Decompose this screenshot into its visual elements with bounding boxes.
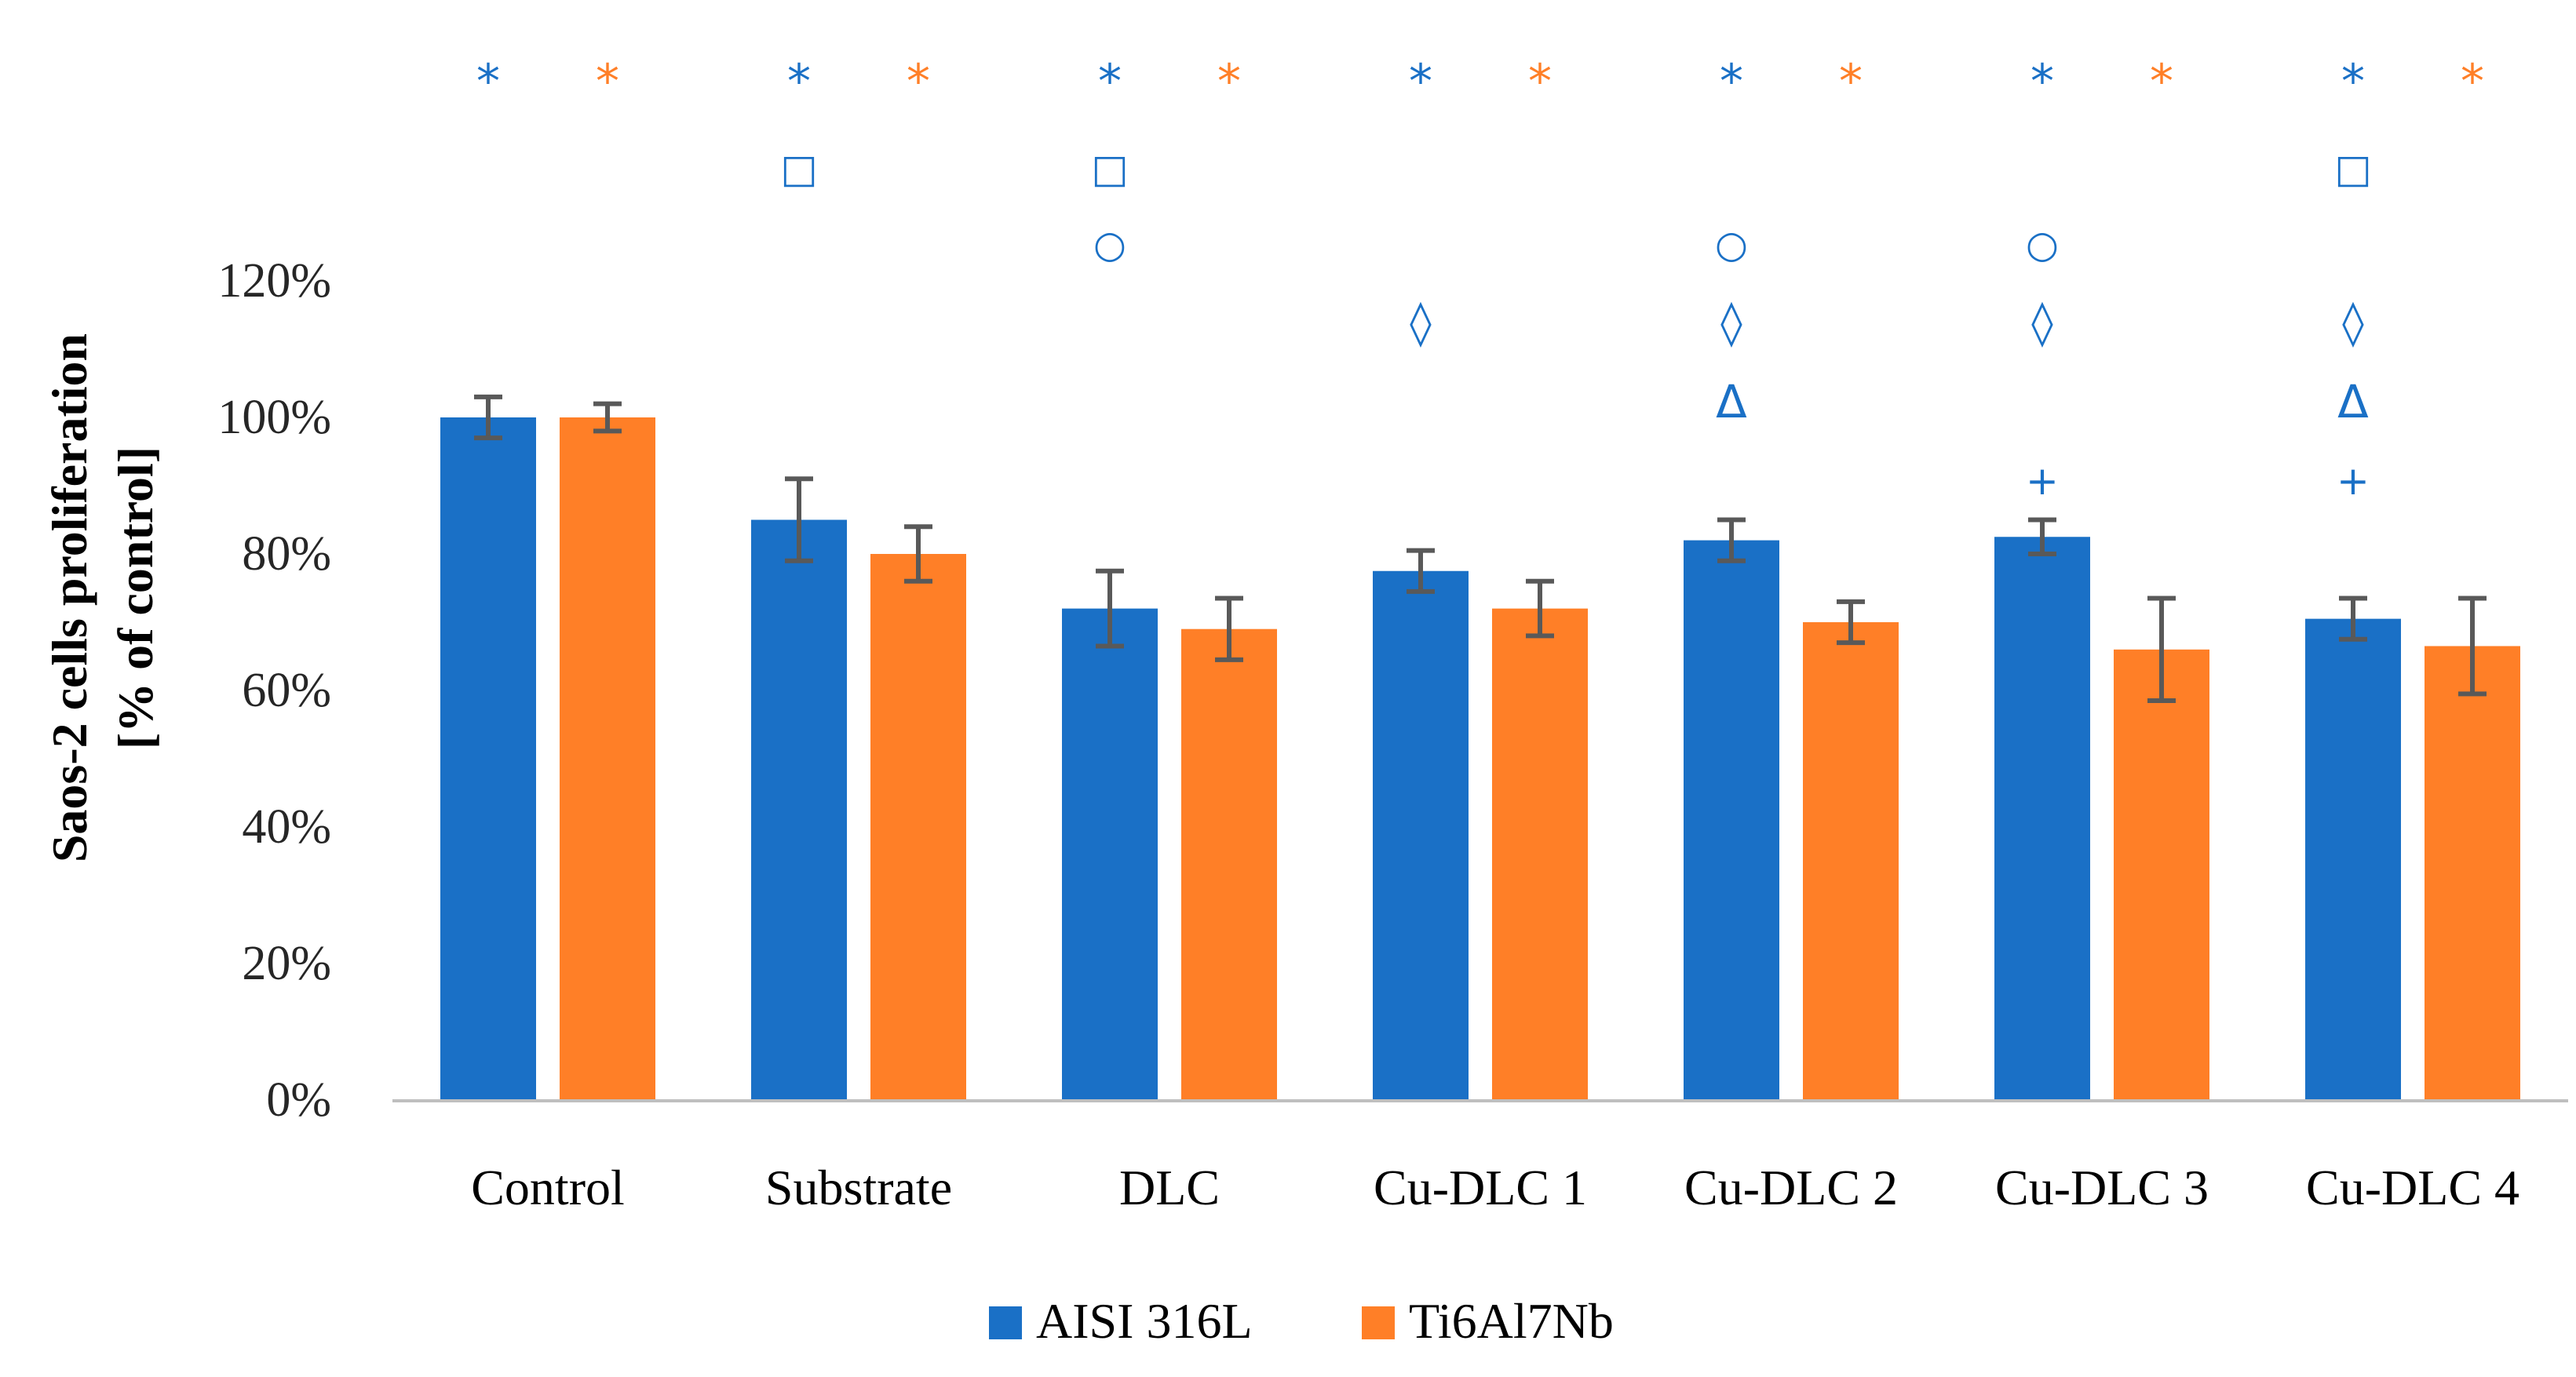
bar xyxy=(560,417,655,1100)
x-category-label: Cu-DLC 2 xyxy=(1684,1160,1898,1215)
error-bars xyxy=(474,394,2487,704)
significance-symbol: + xyxy=(2337,458,2370,504)
bar xyxy=(1492,608,1588,1100)
significance-symbol: ◊ xyxy=(1720,297,1742,348)
significance-symbol: Δ xyxy=(1716,375,1747,428)
significance-symbol: * xyxy=(1217,54,1241,109)
significance-symbol: * xyxy=(1409,54,1432,109)
bar xyxy=(2114,649,2209,1100)
bar xyxy=(1684,540,1779,1100)
significance-symbol: * xyxy=(2031,54,2054,109)
y-axis-title: Saos-2 cells proliferation [% of control] xyxy=(42,333,163,862)
significance-symbol: * xyxy=(596,54,619,109)
x-category-label: Cu-DLC 4 xyxy=(2306,1160,2519,1215)
y-tick-label: 0% xyxy=(266,1073,331,1127)
bar xyxy=(751,519,847,1100)
significance-symbol: * xyxy=(787,54,811,109)
significance-symbol: * xyxy=(1720,54,1743,109)
significance-symbol: * xyxy=(1839,54,1863,109)
y-tick-label: 20% xyxy=(242,937,331,990)
significance-symbol: * xyxy=(2341,54,2365,109)
significance-symbol: ◊ xyxy=(2031,297,2053,348)
y-axis-ticks: 0% 20% 40% 60% 80% 100% 120% xyxy=(217,254,331,1127)
legend: AISI 316L Ti6Al7Nb xyxy=(989,1293,1614,1349)
legend-swatch xyxy=(989,1306,1022,1339)
bar xyxy=(870,554,966,1100)
significance-symbol: Δ xyxy=(2337,375,2369,428)
x-axis-categories: Control Substrate DLC Cu-DLC 1 Cu-DLC 2 Cu-DL… xyxy=(471,1160,2519,1215)
y-tick-label: 60% xyxy=(242,664,331,717)
bar xyxy=(440,417,536,1100)
bars xyxy=(440,417,2520,1100)
y-tick-label: 100% xyxy=(217,391,331,444)
significance-symbol: * xyxy=(1098,54,1122,109)
significance-symbol: □ xyxy=(780,146,817,191)
bar xyxy=(1181,628,1277,1100)
significance-symbol: □ xyxy=(2334,146,2371,191)
significance-symbol: + xyxy=(2026,458,2059,504)
x-category-label: Control xyxy=(471,1160,625,1215)
bar xyxy=(1062,608,1158,1100)
significance-symbol: ○ xyxy=(1715,223,1748,267)
y-tick-label: 120% xyxy=(217,254,331,308)
y-axis-title-line: Saos-2 cells proliferation xyxy=(42,333,97,862)
x-category-label: DLC xyxy=(1119,1160,1220,1215)
bar xyxy=(1994,537,2090,1100)
significance-symbol: ◊ xyxy=(2342,297,2364,348)
x-category-label: Cu-DLC 3 xyxy=(1995,1160,2209,1215)
bar xyxy=(1803,622,1899,1100)
significance-symbol: * xyxy=(907,54,930,109)
legend-swatch xyxy=(1362,1306,1395,1339)
significance-symbol: □ xyxy=(1091,146,1128,191)
x-category-label: Cu-DLC 1 xyxy=(1374,1160,1587,1215)
bar xyxy=(2425,646,2520,1100)
significance-symbol: ◊ xyxy=(1410,297,1432,348)
significance-symbol: ○ xyxy=(1093,223,1126,267)
x-category-label: Substrate xyxy=(765,1160,952,1215)
y-tick-label: 80% xyxy=(242,527,331,581)
y-tick-label: 40% xyxy=(242,800,331,854)
significance-symbol: ○ xyxy=(2026,223,2059,267)
bar xyxy=(1373,570,1469,1100)
significance-markers: * * * □ * * □ ○ * * ◊ * * ○ ◊ Δ * * ○ ◊ + * * □ ◊ Δ + * xyxy=(476,54,2484,504)
legend-label: AISI 316L xyxy=(1036,1293,1253,1349)
significance-symbol: * xyxy=(2150,54,2173,109)
y-axis-title-line: [% of control] xyxy=(108,446,163,749)
significance-symbol: * xyxy=(2461,54,2484,109)
bar xyxy=(2305,618,2401,1100)
legend-label: Ti6Al7Nb xyxy=(1409,1293,1614,1349)
significance-symbol: * xyxy=(476,54,500,109)
significance-symbol: * xyxy=(1528,54,1552,109)
